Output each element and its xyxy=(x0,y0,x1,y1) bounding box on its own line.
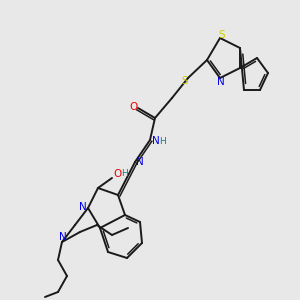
Text: S: S xyxy=(182,76,188,86)
Text: O: O xyxy=(130,102,138,112)
Text: S: S xyxy=(219,30,225,40)
Text: N: N xyxy=(217,77,225,87)
Text: H: H xyxy=(122,169,128,178)
Text: O: O xyxy=(113,169,121,179)
Text: N: N xyxy=(79,202,87,212)
Text: H: H xyxy=(160,136,167,146)
Text: N: N xyxy=(59,232,67,242)
Text: N: N xyxy=(136,157,144,167)
Text: N: N xyxy=(152,136,160,146)
